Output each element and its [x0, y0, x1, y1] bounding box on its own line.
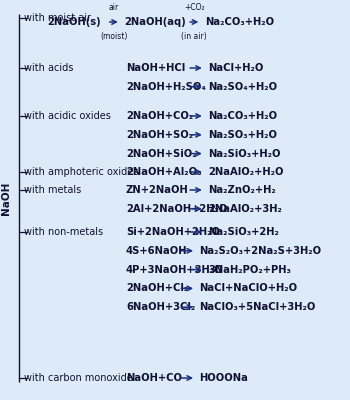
Text: 4S+6NaOH: 4S+6NaOH [126, 246, 188, 256]
Text: with moist air: with moist air [24, 13, 91, 23]
Text: with metals: with metals [24, 185, 81, 195]
Text: 6NaOH+3Cl₂: 6NaOH+3Cl₂ [126, 302, 195, 312]
Text: (moist): (moist) [100, 32, 127, 41]
Text: 2Al+2NaOH+2H₂O: 2Al+2NaOH+2H₂O [126, 204, 228, 214]
Text: +CO₂: +CO₂ [184, 3, 204, 12]
Text: ZN+2NaOH: ZN+2NaOH [126, 185, 189, 195]
Text: 4P+3NaOH+3H₂O: 4P+3NaOH+3H₂O [126, 265, 224, 274]
Text: 3NaH₂PO₂+PH₃: 3NaH₂PO₂+PH₃ [208, 265, 291, 274]
Text: 2NaOH(aq): 2NaOH(aq) [124, 17, 186, 27]
Text: Na₂CO₃+H₂O: Na₂CO₃+H₂O [205, 17, 274, 27]
Text: Na₂ZnO₂+H₂: Na₂ZnO₂+H₂ [208, 185, 276, 195]
Text: NaOH+HCl: NaOH+HCl [126, 63, 185, 73]
Text: with acids: with acids [24, 63, 73, 73]
Text: 2NaOH+Al₂O₃: 2NaOH+Al₂O₃ [126, 167, 202, 177]
Text: Si+2NaOH+2H₂O: Si+2NaOH+2H₂O [126, 227, 220, 237]
Text: NaCl+H₂O: NaCl+H₂O [208, 63, 264, 73]
Text: Na₂SiO₃+2H₂: Na₂SiO₃+2H₂ [208, 227, 279, 237]
Text: NaOH: NaOH [1, 181, 11, 215]
Text: Na₂S₂O₃+2Na₂S+3H₂O: Na₂S₂O₃+2Na₂S+3H₂O [199, 246, 322, 256]
Text: with carbon monoxide: with carbon monoxide [24, 373, 133, 383]
Text: air: air [108, 3, 119, 12]
Text: HOOONa: HOOONa [199, 373, 248, 383]
Text: 2NaAlO₂+3H₂: 2NaAlO₂+3H₂ [208, 204, 282, 214]
Text: NaOH+CO: NaOH+CO [126, 373, 182, 383]
Text: 2NaOH+H₂SO₄: 2NaOH+H₂SO₄ [126, 82, 206, 92]
Text: 2NaOH+SiO₂: 2NaOH+SiO₂ [126, 148, 197, 158]
Text: 2NaOH+SO₂: 2NaOH+SO₂ [126, 130, 193, 140]
Text: with acidic oxides: with acidic oxides [24, 111, 111, 121]
Text: with amphoteric oxides: with amphoteric oxides [24, 167, 138, 177]
Text: with non-metals: with non-metals [24, 227, 103, 237]
Text: 2NaOH+CO₂: 2NaOH+CO₂ [126, 111, 193, 121]
Text: Na₂SO₃+H₂O: Na₂SO₃+H₂O [208, 130, 277, 140]
Text: Na₂SiO₃+H₂O: Na₂SiO₃+H₂O [208, 148, 281, 158]
Text: Na₂CO₃+H₂O: Na₂CO₃+H₂O [208, 111, 277, 121]
Text: 2NaOH+Cl₂: 2NaOH+Cl₂ [126, 283, 188, 294]
Text: NaCl+NaClO+H₂O: NaCl+NaClO+H₂O [199, 283, 298, 294]
Text: (in air): (in air) [181, 32, 207, 41]
Text: NaClO₃+5NaCl+3H₂O: NaClO₃+5NaCl+3H₂O [199, 302, 316, 312]
Text: 2NaOH(s): 2NaOH(s) [47, 17, 101, 27]
Text: Na₂SO₄+H₂O: Na₂SO₄+H₂O [208, 82, 277, 92]
Text: 2NaAlO₂+H₂O: 2NaAlO₂+H₂O [208, 167, 284, 177]
